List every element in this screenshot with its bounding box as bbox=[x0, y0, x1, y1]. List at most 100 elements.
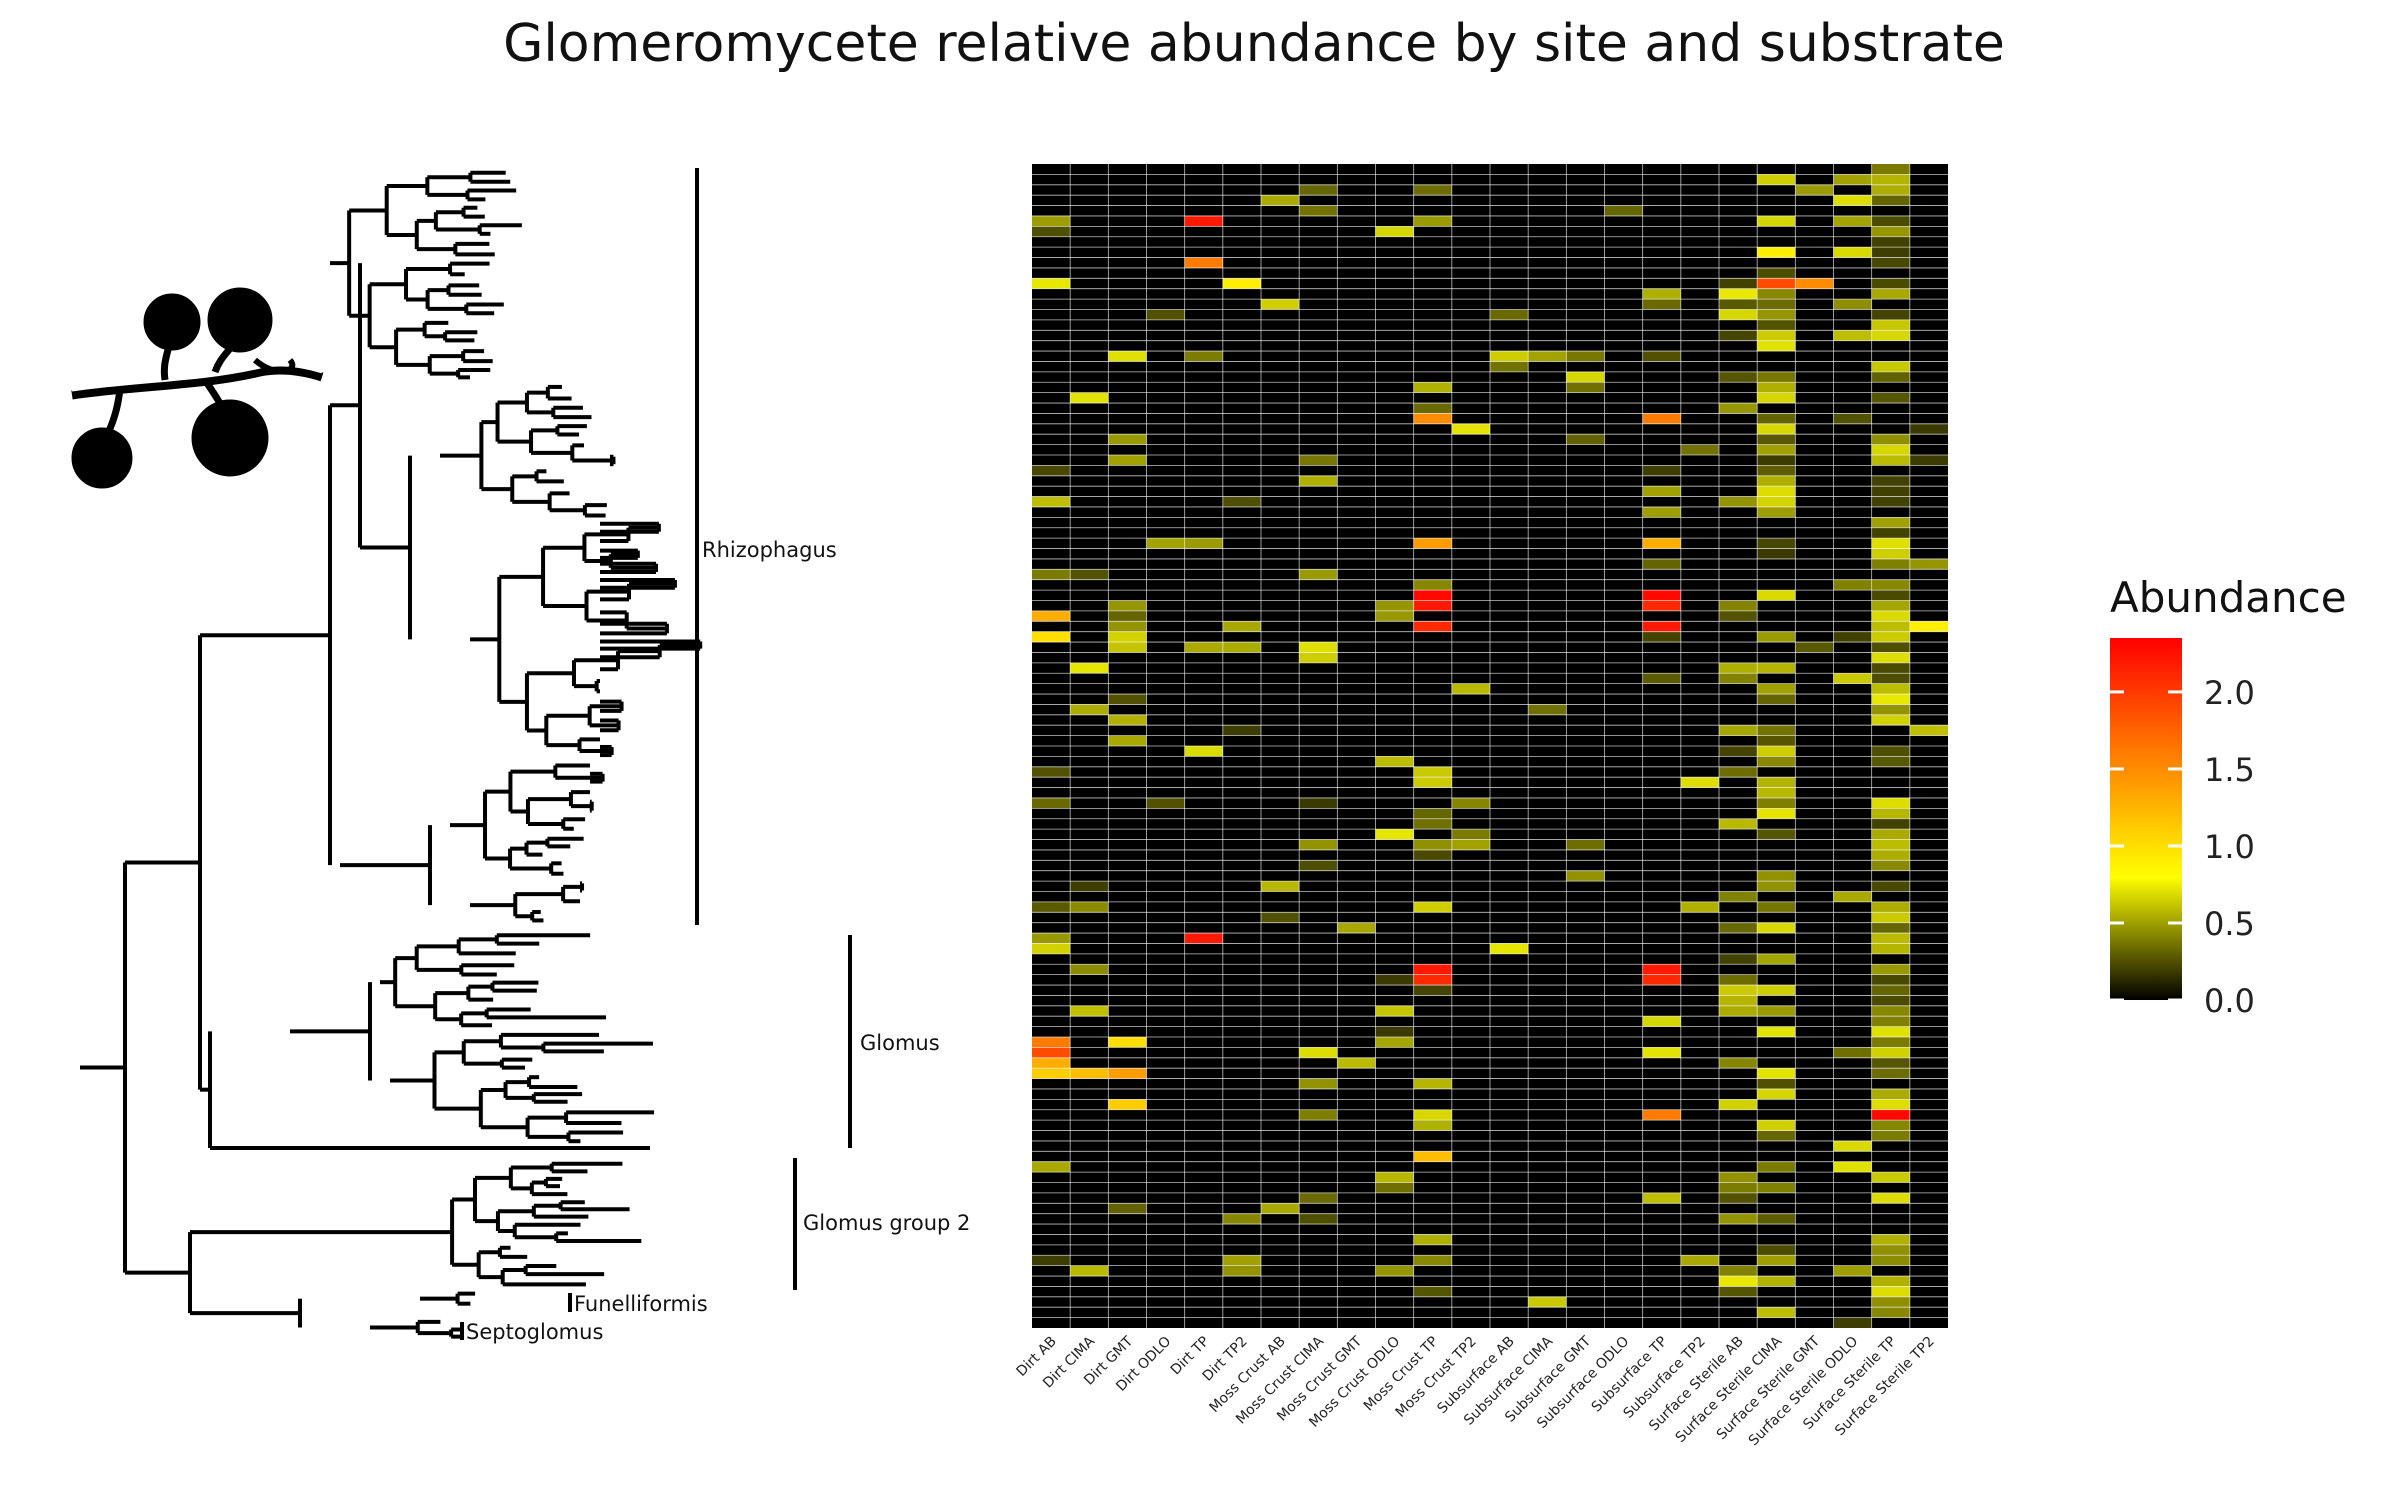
heatmap-cell bbox=[1757, 985, 1796, 996]
heatmap-cell bbox=[1719, 403, 1758, 414]
heatmap-cell bbox=[1184, 351, 1223, 362]
heatmap-cell bbox=[1032, 1047, 1071, 1058]
heatmap-cell bbox=[1261, 299, 1300, 310]
heatmap-cell bbox=[1299, 797, 1338, 809]
heatmap-cell bbox=[1719, 1192, 1758, 1204]
heatmap-cell bbox=[1871, 475, 1910, 487]
heatmap-cell bbox=[1757, 1078, 1796, 1089]
heatmap-cell bbox=[1719, 1213, 1758, 1225]
heatmap-cell bbox=[1757, 382, 1796, 393]
heatmap-cell bbox=[1757, 434, 1796, 445]
heatmap-cell bbox=[1757, 455, 1796, 466]
heatmap-cell bbox=[1032, 631, 1071, 643]
heatmap-cell bbox=[1833, 330, 1872, 341]
heatmap-cell bbox=[1871, 1130, 1910, 1141]
heatmap-cell bbox=[1032, 1037, 1071, 1048]
heatmap-cell bbox=[1871, 673, 1910, 684]
heatmap-cell bbox=[1871, 1037, 1910, 1048]
heatmap-cell bbox=[1757, 423, 1796, 435]
heatmap-cell bbox=[1871, 797, 1910, 809]
heatmap-cell bbox=[1184, 257, 1223, 268]
heatmap-cell bbox=[1032, 933, 1071, 944]
heatmap-cell bbox=[1909, 558, 1948, 570]
legend-tick-label: 1.0 bbox=[2204, 828, 2255, 866]
heatmap-cell bbox=[1070, 704, 1109, 715]
clade-label-glomus: Glomus bbox=[860, 1031, 940, 1055]
heatmap-cell bbox=[1375, 600, 1414, 611]
heatmap-cell bbox=[1146, 309, 1185, 320]
heatmap-cell bbox=[1375, 1005, 1414, 1017]
heatmap-cell bbox=[1757, 215, 1796, 227]
heatmap-cell bbox=[1757, 1161, 1796, 1173]
heatmap-cell bbox=[1871, 943, 1910, 954]
heatmap-cell bbox=[1719, 974, 1758, 986]
heatmap-cell bbox=[1642, 964, 1681, 975]
heatmap-cell bbox=[1108, 434, 1147, 445]
heatmap-cell bbox=[1222, 642, 1261, 653]
heatmap-cell bbox=[1528, 1296, 1567, 1308]
heatmap-cell bbox=[1413, 985, 1452, 996]
heatmap-cell bbox=[1871, 964, 1910, 975]
heatmap-cell bbox=[1833, 1161, 1872, 1173]
heatmap-cell bbox=[1871, 558, 1910, 570]
heatmap-cell bbox=[1299, 475, 1338, 487]
heatmap-cell bbox=[1871, 714, 1910, 726]
heatmap-cell bbox=[1299, 1213, 1338, 1225]
heatmap-cell bbox=[1757, 631, 1796, 643]
heatmap-cell bbox=[1871, 527, 1910, 539]
heatmap-cell bbox=[1413, 1151, 1452, 1162]
heatmap-cell bbox=[1757, 787, 1796, 798]
heatmap-cell bbox=[1871, 392, 1910, 404]
heatmap-cell bbox=[1871, 881, 1910, 892]
heatmap-cell bbox=[1566, 839, 1605, 850]
heatmap-cell bbox=[1871, 247, 1910, 258]
heatmap-cell bbox=[1642, 299, 1681, 310]
heatmap-cell bbox=[1642, 590, 1681, 601]
heatmap-cell bbox=[1871, 319, 1910, 331]
heatmap-cell bbox=[1719, 985, 1758, 996]
heatmap-cell bbox=[1299, 455, 1338, 466]
heatmap-cell bbox=[1871, 1234, 1910, 1245]
heatmap-cell bbox=[1108, 621, 1147, 632]
heatmap-cell bbox=[1108, 455, 1147, 466]
heatmap-cell bbox=[1642, 1016, 1681, 1027]
heatmap-cell bbox=[1757, 371, 1796, 383]
heatmap-cell bbox=[1833, 299, 1872, 310]
heatmap-cell bbox=[1719, 1099, 1758, 1110]
heatmap-cell bbox=[1299, 205, 1338, 216]
heatmap-cell bbox=[1719, 496, 1758, 507]
heatmap-cell bbox=[1299, 1192, 1338, 1204]
legend-colorbar bbox=[2110, 638, 2182, 1000]
heatmap-cell bbox=[1070, 1265, 1109, 1277]
heatmap-cell bbox=[1757, 808, 1796, 819]
heatmap-cell bbox=[1719, 662, 1758, 674]
heatmap-cell bbox=[1757, 735, 1796, 746]
heatmap-cell bbox=[1871, 1109, 1910, 1121]
heatmap-cell bbox=[1871, 215, 1910, 227]
heatmap-cell bbox=[1871, 288, 1910, 300]
heatmap-cell bbox=[1871, 662, 1910, 674]
heatmap-cell bbox=[1413, 1078, 1452, 1089]
heatmap-cell bbox=[1108, 1099, 1147, 1110]
heatmap-cell bbox=[1719, 1276, 1758, 1287]
heatmap-cell bbox=[1909, 423, 1948, 435]
heatmap-cell bbox=[1108, 600, 1147, 611]
heatmap-cell bbox=[1032, 610, 1071, 622]
heatmap-cell bbox=[1871, 621, 1910, 632]
heatmap-cell bbox=[1719, 766, 1758, 778]
heatmap-cell bbox=[1871, 444, 1910, 455]
heatmap-cell bbox=[1757, 1088, 1796, 1100]
heatmap-cell bbox=[1719, 1005, 1758, 1017]
heatmap-cell bbox=[1337, 922, 1376, 934]
heatmap-cell bbox=[1719, 1182, 1758, 1193]
heatmap-cell bbox=[1108, 694, 1147, 705]
heatmap-cell bbox=[1871, 455, 1910, 466]
heatmap-cell bbox=[1032, 797, 1071, 809]
fungal-spore-hyphae-icon bbox=[71, 287, 324, 489]
heatmap-cell bbox=[1833, 1317, 1872, 1328]
heatmap-cell bbox=[1222, 1213, 1261, 1225]
heatmap-cell bbox=[1871, 184, 1910, 196]
heatmap-cell bbox=[1528, 351, 1567, 362]
heatmap-cell bbox=[1032, 569, 1071, 580]
